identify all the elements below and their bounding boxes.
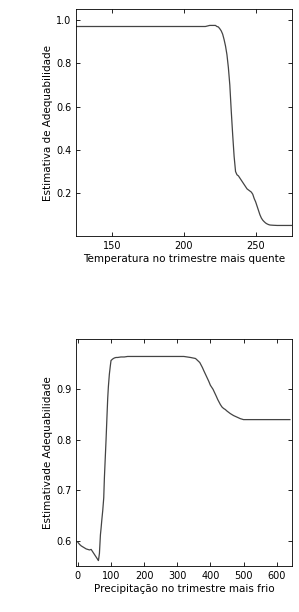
X-axis label: Temperatura no trimestre mais quente: Temperatura no trimestre mais quente xyxy=(83,254,285,264)
Y-axis label: Estimativa de Adequabilidade: Estimativa de Adequabilidade xyxy=(43,45,53,201)
X-axis label: Precipitação no trimestre mais frio: Precipitação no trimestre mais frio xyxy=(94,584,274,594)
Y-axis label: Estimativade Adequabilidade: Estimativade Adequabilidade xyxy=(43,376,53,529)
